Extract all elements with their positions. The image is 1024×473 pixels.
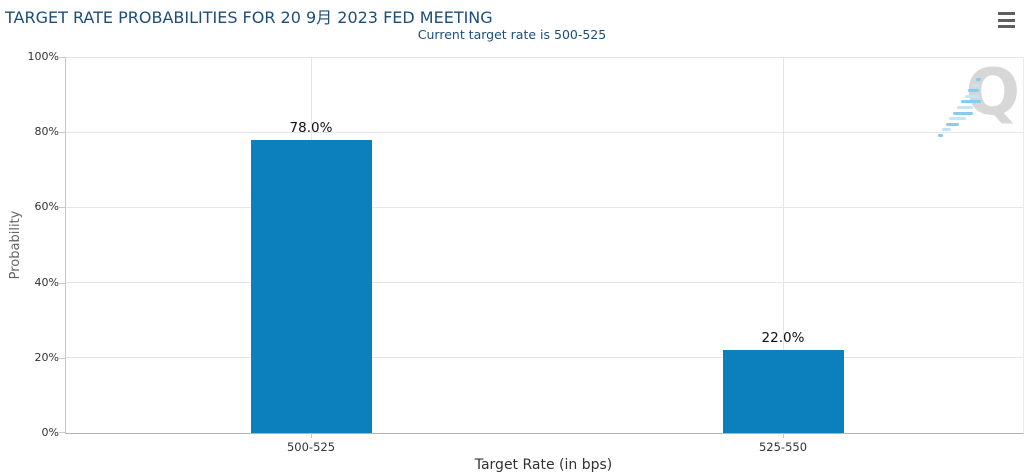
watermark-dash [972, 83, 981, 87]
y-tick-label: 40% [34, 275, 59, 289]
y-gridline [66, 56, 1023, 58]
watermark-dash [957, 106, 973, 109]
hamburger-icon [998, 12, 1015, 15]
probability-bar-525-550[interactable] [722, 350, 844, 433]
watermark-dash [949, 117, 967, 121]
x-tick-label: 500-525 [286, 440, 336, 454]
y-tick-label: 80% [34, 125, 59, 139]
watermark-dash [964, 94, 980, 98]
y-tick-label: 20% [34, 350, 59, 364]
y-gridline [66, 206, 1023, 208]
x-tick-label: 525-550 [758, 440, 808, 454]
watermark-dash [953, 111, 974, 115]
quandl-q-letter: Q [965, 56, 1020, 130]
y-gridline [66, 282, 1023, 284]
hamburger-icon [998, 18, 1015, 22]
chart-subtitle: Current target rate is 500-525 [417, 27, 607, 42]
y-tick [59, 282, 66, 284]
watermark-dash [941, 128, 951, 132]
chart-context-menu-button[interactable] [997, 11, 1017, 29]
y-tick-label: 0% [41, 426, 59, 439]
chart-title: TARGET RATE PROBABILITIES FOR 20 9月 2023… [5, 8, 493, 27]
watermark-dash [938, 134, 943, 137]
watermark-dash [968, 89, 980, 93]
y-tick [59, 132, 66, 134]
y-axis-title: Probability [8, 210, 23, 280]
quandl-watermark-icon: Q [936, 56, 1020, 138]
x-axis-title: Target Rate (in bps) [474, 457, 613, 473]
hamburger-icon [998, 25, 1015, 28]
y-tick [59, 432, 66, 433]
probability-bar-500-525[interactable] [250, 139, 372, 433]
y-gridline [66, 131, 1023, 133]
plot-area: Q 0% 20% 40% 60% 80% 100% 78.0% 500-525 22.0% 525… [28, 50, 1024, 454]
y-tick-label: 60% [34, 200, 59, 214]
x-tick [782, 433, 784, 438]
bar-value-label: 78.0% [289, 119, 333, 136]
watermark-dash [976, 78, 981, 81]
x-tick [310, 433, 312, 438]
x-gridline [782, 57, 784, 433]
y-tick [59, 357, 66, 359]
y-gridline [66, 357, 1023, 359]
y-tick [59, 57, 66, 58]
watermark-dash [945, 122, 959, 126]
watermark-dash [960, 100, 981, 104]
y-tick-label: 100% [27, 50, 59, 63]
y-tick [59, 207, 66, 209]
bar-value-label: 22.0% [761, 330, 805, 347]
